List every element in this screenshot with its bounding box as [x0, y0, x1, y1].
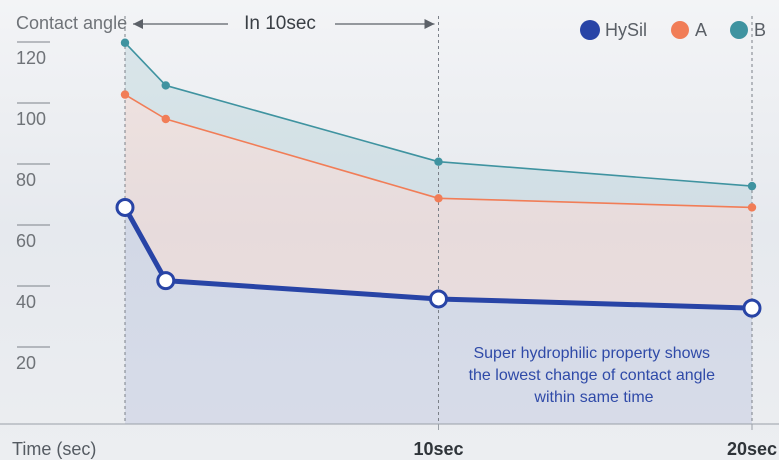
point-a-3 [747, 203, 757, 212]
point-a-0 [120, 90, 130, 99]
point-hysil-2 [429, 289, 448, 309]
annotation: Super hydrophilic property shows the low… [469, 345, 720, 406]
y-tick-label-20: 20 [16, 353, 36, 373]
x-axis-label: Time (sec) [12, 439, 96, 459]
legend-marker-a [671, 21, 689, 39]
x-tick-label-0: 10sec [413, 439, 463, 459]
legend-marker-hysil [580, 20, 600, 40]
area-hysil [125, 207, 752, 424]
point-hysil-1 [156, 271, 176, 291]
y-tick-label-80: 80 [16, 170, 36, 190]
point-hysil-0 [115, 197, 135, 217]
y-tick-label-60: 60 [16, 231, 36, 251]
annotation-line-3: within same time [533, 389, 653, 406]
point-a-2 [434, 194, 443, 203]
span-arrow-left-head [133, 19, 143, 29]
span-label: In 10sec [244, 13, 316, 34]
y-tick-label-120: 120 [16, 48, 46, 68]
series-line-b [124, 42, 753, 187]
point-a-1 [161, 114, 170, 124]
series-line-hysil [122, 206, 753, 311]
y-axis-label: Contact angle [16, 13, 127, 33]
y-tick-label-100: 100 [16, 109, 46, 129]
span-arrow-right-head [424, 19, 435, 29]
point-b-3 [747, 181, 757, 191]
annotation-line-1: Super hydrophilic property shows [473, 345, 710, 362]
series-line-a [124, 93, 753, 209]
legend-label-b: B [754, 20, 766, 40]
annotation-line-2: the lowest change of contact angle [469, 367, 715, 384]
point-b-1 [161, 81, 170, 90]
legend-marker-b [730, 21, 748, 39]
x-tick-label-1: 20sec [727, 439, 777, 459]
y-tick-label-40: 40 [16, 292, 36, 312]
point-b-0 [120, 38, 130, 47]
legend-label-a: A [695, 20, 707, 40]
point-b-2 [434, 157, 443, 166]
point-hysil-3 [742, 298, 762, 318]
legend-label-hysil: HySil [605, 20, 647, 40]
